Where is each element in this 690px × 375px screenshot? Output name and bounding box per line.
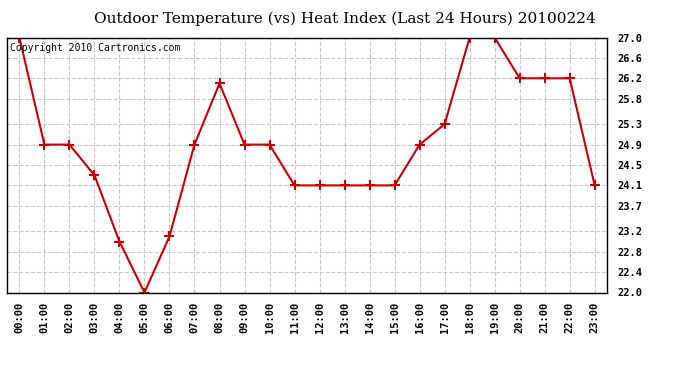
Text: Copyright 2010 Cartronics.com: Copyright 2010 Cartronics.com (10, 43, 180, 52)
Text: Outdoor Temperature (vs) Heat Index (Last 24 Hours) 20100224: Outdoor Temperature (vs) Heat Index (Las… (94, 11, 596, 26)
